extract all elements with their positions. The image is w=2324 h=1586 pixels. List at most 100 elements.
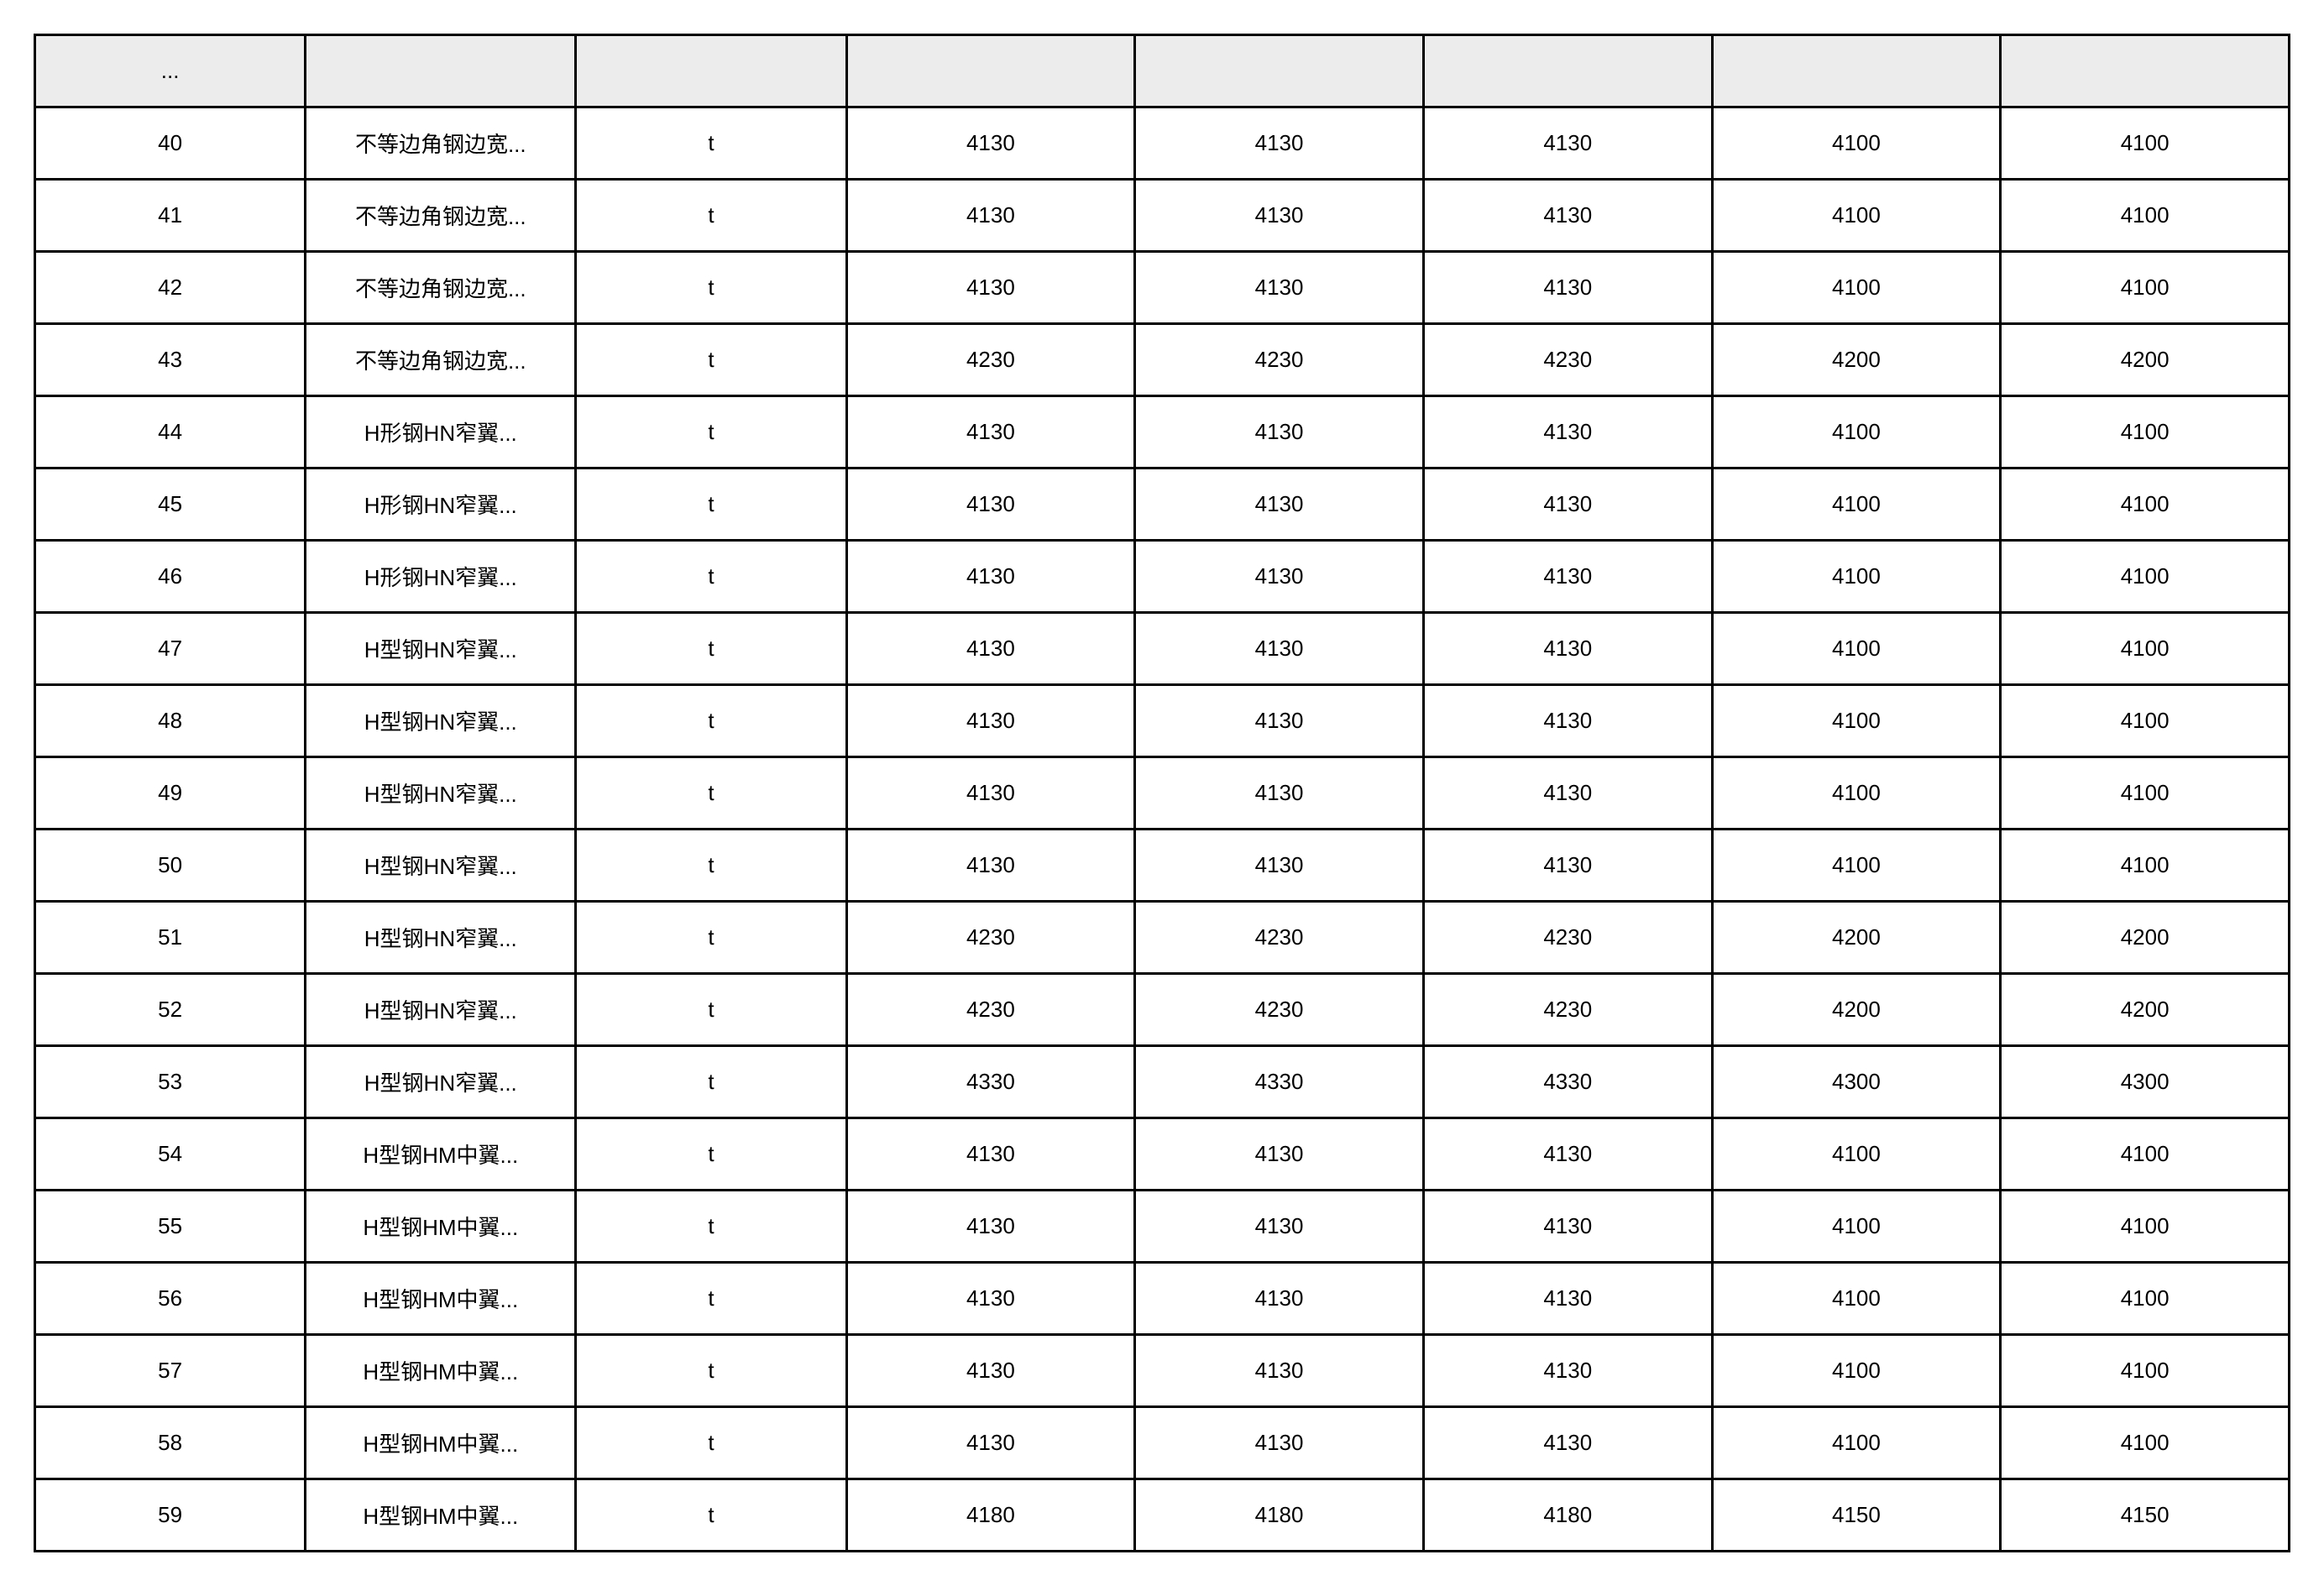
cell-v3: 4130 [1423,830,1712,902]
table-row: 55H型钢HM中翼...t41304130413041004100 [35,1191,2290,1263]
cell-index: 40 [35,107,306,180]
cell-v5: 4100 [2001,613,2290,685]
cell-v2: 4130 [1135,757,1424,830]
cell-unit: t [576,1191,846,1263]
cell-name: H形钢HN窄翼... [306,468,576,541]
cell-v4: 4100 [1712,252,2001,324]
cell-v3: 4130 [1423,541,1712,613]
cell-index: 52 [35,974,306,1046]
table-row: 54H型钢HM中翼...t41304130413041004100 [35,1118,2290,1191]
cell-v5: 4100 [2001,1335,2290,1407]
cell-v3: 4130 [1423,685,1712,757]
table-body: 40不等边角钢边宽...t4130413041304100410041不等边角钢… [35,107,2290,1552]
cell-v4: 4100 [1712,180,2001,252]
cell-unit: t [576,324,846,396]
cell-name: 不等边角钢边宽... [306,252,576,324]
cell-v1: 4130 [846,830,1135,902]
cell-v5: 4150 [2001,1479,2290,1552]
cell-v5: 4300 [2001,1046,2290,1118]
cell-v5: 4100 [2001,396,2290,468]
cell-unit: t [576,1335,846,1407]
cell-name: 不等边角钢边宽... [306,180,576,252]
header-index: ... [35,35,306,107]
cell-index: 53 [35,1046,306,1118]
header-unit [576,35,846,107]
cell-v1: 4130 [846,1191,1135,1263]
steel-price-table: ... 40不等边角钢边宽...t4130413041304100410041不… [34,34,2290,1552]
cell-v5: 4200 [2001,324,2290,396]
cell-v2: 4130 [1135,830,1424,902]
cell-v1: 4230 [846,324,1135,396]
cell-v5: 4100 [2001,107,2290,180]
cell-index: 59 [35,1479,306,1552]
cell-unit: t [576,685,846,757]
cell-v1: 4330 [846,1046,1135,1118]
cell-v1: 4130 [846,252,1135,324]
table-row: 48H型钢HN窄翼...t41304130413041004100 [35,685,2290,757]
cell-unit: t [576,1046,846,1118]
cell-index: 57 [35,1335,306,1407]
cell-v2: 4330 [1135,1046,1424,1118]
table-row: 40不等边角钢边宽...t41304130413041004100 [35,107,2290,180]
cell-v3: 4130 [1423,1191,1712,1263]
cell-v5: 4100 [2001,830,2290,902]
cell-index: 58 [35,1407,306,1479]
cell-index: 43 [35,324,306,396]
cell-v5: 4100 [2001,757,2290,830]
cell-v4: 4100 [1712,1263,2001,1335]
cell-v3: 4130 [1423,180,1712,252]
cell-v2: 4130 [1135,1335,1424,1407]
cell-name: H型钢HM中翼... [306,1479,576,1552]
cell-v4: 4100 [1712,1335,2001,1407]
cell-v2: 4230 [1135,974,1424,1046]
cell-name: H型钢HN窄翼... [306,830,576,902]
cell-name: H型钢HN窄翼... [306,757,576,830]
cell-v2: 4130 [1135,180,1424,252]
cell-unit: t [576,1118,846,1191]
cell-unit: t [576,396,846,468]
cell-unit: t [576,468,846,541]
cell-v3: 4230 [1423,902,1712,974]
cell-index: 44 [35,396,306,468]
cell-v4: 4100 [1712,541,2001,613]
cell-v1: 4230 [846,902,1135,974]
cell-v3: 4130 [1423,252,1712,324]
cell-v3: 4130 [1423,1118,1712,1191]
cell-v2: 4130 [1135,107,1424,180]
cell-name: H形钢HN窄翼... [306,541,576,613]
header-v3 [1423,35,1712,107]
cell-v5: 4100 [2001,468,2290,541]
table-row: 50H型钢HN窄翼...t41304130413041004100 [35,830,2290,902]
cell-v4: 4200 [1712,902,2001,974]
cell-index: 45 [35,468,306,541]
cell-unit: t [576,974,846,1046]
cell-v5: 4100 [2001,180,2290,252]
cell-unit: t [576,1263,846,1335]
cell-v2: 4130 [1135,252,1424,324]
header-v1 [846,35,1135,107]
cell-name: H型钢HN窄翼... [306,974,576,1046]
cell-v4: 4100 [1712,685,2001,757]
cell-v2: 4130 [1135,685,1424,757]
table-row: 53H型钢HN窄翼...t43304330433043004300 [35,1046,2290,1118]
table-row: 47H型钢HN窄翼...t41304130413041004100 [35,613,2290,685]
table-row: 49H型钢HN窄翼...t41304130413041004100 [35,757,2290,830]
cell-v5: 4100 [2001,1191,2290,1263]
cell-name: H形钢HN窄翼... [306,396,576,468]
cell-v4: 4100 [1712,1407,2001,1479]
cell-name: H型钢HN窄翼... [306,902,576,974]
cell-unit: t [576,830,846,902]
cell-index: 51 [35,902,306,974]
cell-v3: 4130 [1423,757,1712,830]
cell-index: 49 [35,757,306,830]
cell-v4: 4150 [1712,1479,2001,1552]
table-row: 41不等边角钢边宽...t41304130413041004100 [35,180,2290,252]
cell-v1: 4130 [846,1407,1135,1479]
cell-v3: 4130 [1423,107,1712,180]
cell-v4: 4200 [1712,974,2001,1046]
cell-index: 54 [35,1118,306,1191]
cell-v5: 4200 [2001,902,2290,974]
table-row: 46H形钢HN窄翼...t41304130413041004100 [35,541,2290,613]
cell-v4: 4300 [1712,1046,2001,1118]
cell-v2: 4130 [1135,1263,1424,1335]
